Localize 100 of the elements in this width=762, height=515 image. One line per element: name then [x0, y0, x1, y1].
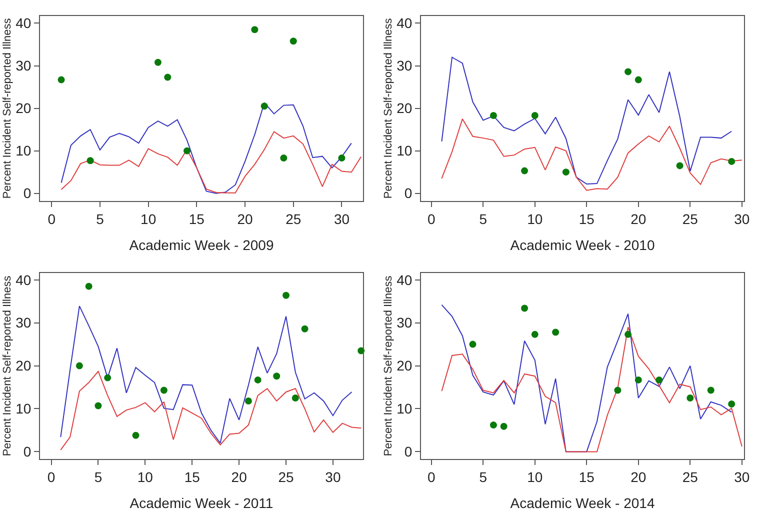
y-tick-label: 0: [404, 444, 412, 460]
line-series: [441, 326, 742, 452]
x-tick-label: 10: [140, 210, 156, 227]
point: [132, 432, 140, 439]
point: [614, 386, 622, 394]
y-axis-title: Percent Incident Self-reported Illness: [1, 275, 14, 456]
x-tick-label: 5: [479, 468, 488, 485]
x-axis-title: Academic Week - 2011: [130, 495, 274, 512]
point: [292, 394, 299, 402]
y-axis-title: Percent Incident Self-reported Illness: [382, 275, 394, 456]
y-tick-label: 10: [396, 400, 412, 417]
point: [624, 330, 632, 338]
line-series: [60, 370, 362, 450]
line-series: [60, 131, 362, 194]
point: [183, 147, 190, 154]
x-tick-label: 15: [184, 468, 200, 485]
x-axis-title: Academic Week - 2014: [510, 495, 655, 512]
x-tick-label: 20: [630, 210, 646, 227]
point: [686, 394, 694, 402]
y-tick-label: 0: [23, 444, 32, 460]
x-axis-title: Academic Week - 2009: [129, 237, 274, 254]
point: [86, 157, 94, 164]
y-tick-label: 30: [16, 58, 32, 74]
y-tick-label: 30: [16, 314, 32, 331]
x-tick-label: 0: [47, 468, 56, 485]
point: [469, 340, 476, 348]
y-tick-label: 40: [396, 272, 412, 288]
point: [301, 325, 308, 332]
x-tick-label: 15: [578, 468, 595, 485]
x-tick-label: 30: [334, 210, 350, 227]
point: [104, 374, 112, 382]
point: [290, 38, 297, 45]
x-tick-label: 5: [96, 210, 104, 227]
y-tick-label: 20: [396, 358, 412, 374]
y-tick-label: 10: [396, 142, 412, 159]
y-tick-label: 40: [396, 15, 412, 32]
y-tick-label: 0: [23, 185, 32, 202]
point: [282, 292, 290, 299]
x-tick-label: 10: [527, 468, 543, 485]
x-tick-label: 10: [527, 210, 543, 227]
x-axis-title: Academic Week - 2010: [510, 237, 655, 254]
y-tick-label: 30: [396, 314, 412, 331]
point: [656, 376, 663, 384]
point: [273, 372, 280, 380]
y-tick-label: 20: [16, 358, 32, 374]
x-tick-label: 0: [427, 468, 436, 485]
point: [552, 328, 560, 336]
point: [521, 167, 528, 174]
point: [244, 398, 252, 405]
y-tick-label: 40: [16, 272, 32, 288]
point: [728, 158, 736, 165]
point: [531, 330, 538, 338]
x-tick-label: 0: [48, 210, 56, 227]
point: [676, 162, 684, 170]
point: [154, 58, 162, 66]
point: [490, 422, 497, 429]
point: [521, 304, 528, 312]
point: [251, 26, 258, 34]
y-tick-label: 0: [404, 185, 412, 202]
x-tick-label: 25: [682, 210, 698, 227]
x-tick-label: 30: [325, 468, 341, 485]
y-axis-title: Percent Incident Self-reported Illness: [382, 18, 394, 199]
x-tick-label: 5: [479, 210, 488, 227]
y-axis-title: Percent Incident Self-reported Illness: [1, 18, 14, 199]
point: [280, 154, 288, 162]
point: [160, 386, 168, 394]
y-tick-label: 10: [16, 142, 32, 159]
point: [500, 422, 508, 430]
y-tick-label: 20: [396, 100, 412, 116]
point: [94, 402, 102, 410]
x-tick-label: 20: [237, 210, 254, 227]
point: [164, 74, 172, 81]
point: [338, 154, 346, 162]
x-tick-label: 25: [286, 210, 302, 227]
point: [624, 68, 632, 76]
point: [58, 76, 65, 84]
line-series: [441, 118, 742, 191]
x-tick-label: 20: [630, 468, 646, 485]
x-tick-label: 25: [682, 468, 698, 485]
point: [260, 102, 268, 110]
point: [254, 376, 262, 384]
x-tick-label: 15: [188, 210, 205, 227]
x-tick-label: 0: [427, 210, 436, 227]
line-series: [441, 304, 732, 452]
y-tick-label: 40: [16, 15, 32, 32]
line-series: [441, 56, 732, 184]
x-tick-label: 15: [578, 210, 595, 227]
y-tick-label: 30: [396, 58, 412, 74]
point: [85, 282, 92, 290]
point: [76, 362, 83, 370]
point: [562, 168, 570, 176]
x-tick-label: 5: [94, 468, 102, 485]
x-tick-label: 30: [734, 210, 750, 227]
point: [634, 376, 642, 384]
point: [490, 112, 497, 120]
y-tick-label: 10: [16, 400, 32, 417]
point: [707, 386, 714, 394]
y-tick-label: 20: [16, 100, 32, 116]
x-tick-label: 30: [734, 468, 750, 485]
point: [531, 112, 538, 120]
